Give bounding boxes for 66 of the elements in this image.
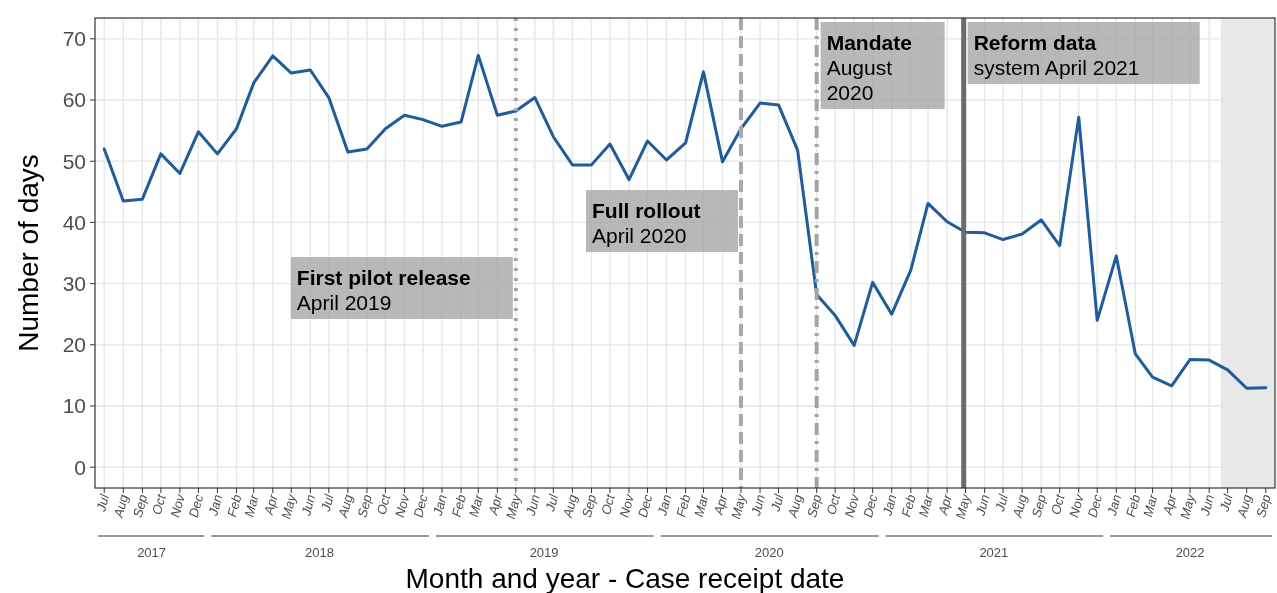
x-tick-label: Nov <box>841 491 863 520</box>
x-tick-label: Jan <box>429 492 450 518</box>
y-axis-title: Number of days <box>13 154 44 352</box>
x-tick-label: Apr <box>260 492 281 518</box>
x-tick-label: Aug <box>335 492 356 521</box>
x2-tick-label: 2019 <box>529 545 559 560</box>
ref-line-label: First pilot release April 2019 <box>296 266 471 314</box>
ref-line-label: Full rollout April 2020 <box>591 199 701 247</box>
y-tick-label: 60 <box>62 88 86 112</box>
x-tick-label: Apr <box>1159 492 1180 518</box>
x-tick-label: Jul <box>991 491 1012 514</box>
x-tick-label: Jan <box>879 492 900 518</box>
x-tick-label: Nov <box>391 491 413 520</box>
ref-line-label: Mandate August 2020 <box>826 31 912 104</box>
x-tick-label: Oct <box>373 491 394 517</box>
x-tick-label: Oct <box>823 491 844 517</box>
x-tick-label: Jul <box>1216 491 1236 514</box>
x-tick-label: Jun <box>522 492 543 518</box>
x-tick-label: Dec <box>860 492 881 520</box>
y-tick-label: 50 <box>62 149 86 173</box>
x-tick-label: Jul <box>317 491 337 514</box>
x-tick-label: Aug <box>1009 492 1031 521</box>
x-tick-label: Sep <box>129 492 151 520</box>
line-series <box>102 53 1268 390</box>
ref-line-label: Reform data system April 2021 <box>973 31 1140 79</box>
y-tick-label: 40 <box>62 210 86 234</box>
y-tick-label: 0 <box>74 455 86 479</box>
x-tick-label: Jun <box>1196 492 1218 518</box>
x-tick-label: Sep <box>578 492 600 520</box>
y-tick-label: 10 <box>62 394 86 418</box>
x-tick-label: Sep <box>354 492 375 520</box>
x-tick-label: Jun <box>972 492 993 518</box>
x2-tick-label: 2017 <box>137 545 167 560</box>
x-tick-label: May <box>278 491 300 521</box>
x-tick-label: Jul <box>767 491 787 514</box>
x-tick-label: Jul <box>542 491 562 514</box>
x-tick-label: Aug <box>559 492 581 521</box>
y-tick-label: 20 <box>62 333 86 357</box>
x-tick-label: Sep <box>1253 492 1274 520</box>
x-tick-label: Oct <box>149 491 170 517</box>
x-tick-label: Aug <box>110 492 132 521</box>
x-tick-label: Feb <box>673 492 694 519</box>
y-tick-label: 70 <box>62 27 86 51</box>
x-tick-label: May <box>1177 491 1199 521</box>
x-tick-label: Sep <box>1028 492 1050 520</box>
x-tick-label: Jan <box>654 492 675 518</box>
x-tick-label: Jun <box>298 492 319 518</box>
x-tick-label: Aug <box>1233 492 1255 521</box>
x-tick-label: Dec <box>410 492 431 520</box>
x-tick-label: May <box>728 491 750 521</box>
x-tick-label: Jul <box>93 491 113 514</box>
x-tick-label: Jan <box>205 492 226 518</box>
x-tick-label: Apr <box>710 492 731 518</box>
x-tick-label: Oct <box>1047 491 1068 517</box>
x-axis-title: Month and year - Case receipt date <box>405 563 845 593</box>
x-tick-label: Sep <box>804 492 825 520</box>
x2-tick-label: 2018 <box>305 545 335 560</box>
x-tick-label: Jun <box>747 492 768 518</box>
x2-tick-label: 2021 <box>979 545 1009 560</box>
x-tick-label: Oct <box>598 491 619 517</box>
x2-tick-label: 2022 <box>1175 545 1205 560</box>
x2-tick-label: 2020 <box>754 545 784 560</box>
x-tick-label: Jan <box>1104 492 1125 518</box>
x-tick-label: Mar <box>691 492 712 519</box>
y-tick-label: 30 <box>62 271 86 295</box>
x-tick-label: Aug <box>784 492 806 521</box>
